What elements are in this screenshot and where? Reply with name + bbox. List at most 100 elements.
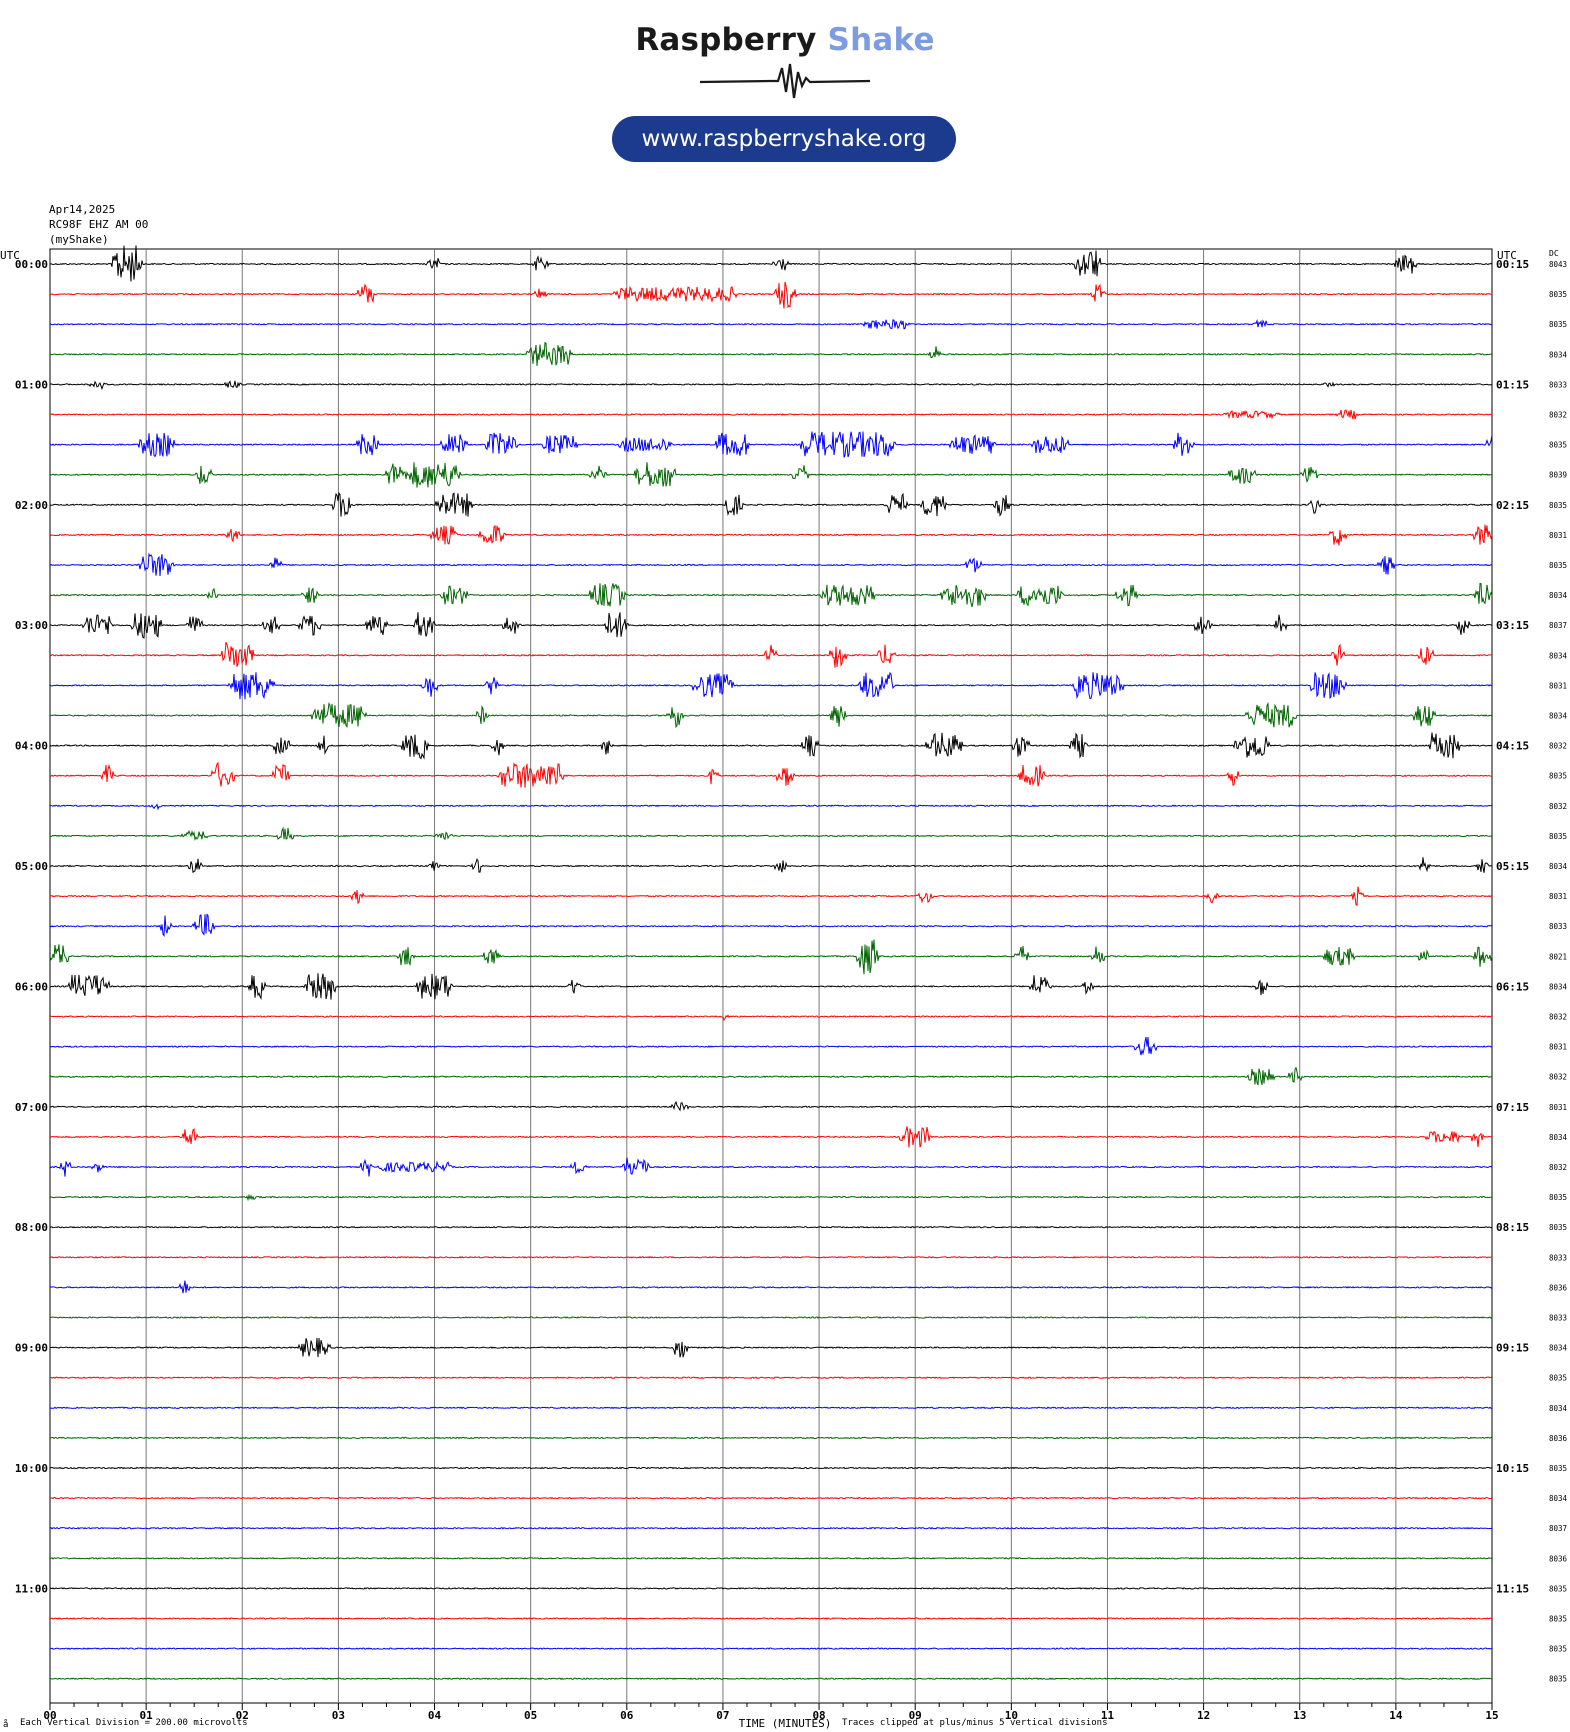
trace-row-29 (49, 1126, 1493, 1148)
x-tick-label: 00 (43, 1709, 56, 1722)
dc-value: 8034 (1549, 982, 1568, 991)
dc-value: 8034 (1549, 1344, 1568, 1353)
trace-row-27 (49, 1066, 1493, 1086)
hour-label-right: 10:15 (1496, 1462, 1529, 1475)
trace-row-40 (49, 1466, 1493, 1470)
trace-row-22 (49, 913, 1493, 937)
dc-value: 8034 (1549, 1133, 1568, 1142)
dc-value: 8035 (1549, 1193, 1567, 1202)
x-tick-label: 11 (1101, 1709, 1115, 1722)
trace-row-16 (49, 732, 1493, 760)
trace-row-25 (50, 1014, 1493, 1021)
hour-label-right: 02:15 (1496, 499, 1529, 512)
trace-row-5 (49, 409, 1493, 420)
dc-value: 8031 (1549, 1043, 1567, 1052)
dc-value: 8032 (1549, 411, 1567, 420)
seismic-wave-logo-icon (700, 63, 870, 99)
hour-label-right: 09:15 (1496, 1342, 1529, 1355)
brand-shake: Shake (827, 22, 935, 58)
dc-value: 8034 (1549, 1404, 1568, 1413)
trace-row-44 (49, 1587, 1493, 1590)
raspberry-shake-logo-title: Raspberry Shake (0, 22, 1570, 58)
trace-row-36 (49, 1337, 1493, 1358)
dc-value: 8032 (1549, 742, 1567, 751)
hour-label-right: 07:15 (1496, 1101, 1529, 1114)
trace-row-46 (49, 1647, 1493, 1650)
dc-value: 8031 (1549, 681, 1567, 690)
dc-value: 8032 (1549, 1163, 1567, 1172)
trace-row-18 (49, 803, 1493, 811)
dc-value: 8035 (1549, 832, 1567, 841)
trace-row-19 (49, 826, 1493, 841)
trace-row-34 (49, 1280, 1493, 1294)
hour-label-left: 10:00 (15, 1462, 48, 1475)
dc-value: 8035 (1549, 1615, 1567, 1624)
vertical-division-note: Each Vertical Division = 200.00 microvol… (20, 1718, 248, 1728)
hour-label-left: 03:00 (15, 619, 48, 632)
trace-row-12 (49, 612, 1493, 639)
trace-row-37 (49, 1376, 1493, 1380)
dc-value: 8036 (1549, 1554, 1568, 1563)
x-tick-label: 14 (1389, 1709, 1403, 1722)
x-tick-label: 13 (1293, 1709, 1306, 1722)
dc-value: 8033 (1549, 1314, 1567, 1323)
station-id: RC98F EHZ AM 00 (49, 218, 149, 231)
hour-label-left: 01:00 (15, 378, 48, 391)
trace-row-7 (49, 462, 1493, 488)
hour-label-left: 08:00 (15, 1221, 48, 1234)
x-tick-label: 03 (332, 1709, 345, 1722)
hour-label-right: 08:15 (1496, 1221, 1529, 1234)
hour-label-left: 00:00 (15, 258, 48, 271)
dc-value: 8033 (1549, 922, 1567, 931)
data-source: (myShake) (49, 233, 109, 246)
dc-value: 8032 (1549, 802, 1567, 811)
x-tick-label: 07 (716, 1709, 729, 1722)
dc-value: 8035 (1549, 441, 1567, 450)
dc-value: 8035 (1549, 561, 1567, 570)
x-tick-label: 06 (620, 1709, 634, 1722)
x-tick-label: 08 (812, 1709, 825, 1722)
dc-value: 8031 (1549, 1103, 1567, 1112)
hour-label-right: 04:15 (1496, 740, 1529, 753)
website-url-badge[interactable]: www.raspberryshake.org (612, 116, 956, 162)
trace-row-47 (49, 1677, 1493, 1681)
dc-value: 8034 (1549, 862, 1568, 871)
trace-row-31 (49, 1193, 1493, 1202)
dc-value: 8033 (1549, 1253, 1567, 1262)
hour-label-right: 11:15 (1496, 1582, 1529, 1595)
trace-row-43 (49, 1556, 1493, 1560)
dc-value: 8035 (1549, 1584, 1567, 1593)
trace-row-0 (49, 245, 1493, 282)
clip-note: Traces clipped at plus/minus 5 vertical … (842, 1718, 1108, 1728)
x-axis-label: TIME (MINUTES) (739, 1717, 832, 1730)
dc-value: 8035 (1549, 1374, 1567, 1383)
trace-row-32 (49, 1225, 1493, 1229)
dc-value: 8035 (1549, 320, 1567, 329)
trace-row-2 (49, 318, 1493, 330)
hour-label-left: 02:00 (15, 499, 48, 512)
x-tick-label: 10 (1005, 1709, 1018, 1722)
hour-label-right: 06:15 (1496, 980, 1529, 993)
dc-value: 8037 (1549, 1524, 1567, 1533)
dc-value: 8034 (1549, 712, 1568, 721)
dc-value: 8032 (1549, 1073, 1567, 1082)
dc-label: DC (1549, 249, 1559, 258)
brand-raspberry: Raspberry (635, 22, 817, 58)
hour-label-right: 03:15 (1496, 619, 1529, 632)
corner-mark: å (3, 1720, 9, 1730)
hour-label-left: 07:00 (15, 1101, 48, 1114)
x-tick-label: 05 (524, 1709, 537, 1722)
dc-value: 8034 (1549, 651, 1568, 660)
trace-row-23 (49, 939, 1493, 975)
plot-frame (49, 248, 1493, 1704)
trace-row-24 (49, 973, 1493, 1000)
hour-label-right: 01:15 (1496, 378, 1529, 391)
dc-value: 8035 (1549, 290, 1567, 299)
trace-row-3 (49, 341, 1493, 366)
dc-value: 8034 (1549, 1494, 1568, 1503)
dc-value: 8035 (1549, 1645, 1567, 1654)
plot-date: Apr14,2025 (49, 203, 116, 216)
trace-row-20 (49, 857, 1493, 874)
trace-row-21 (49, 886, 1493, 907)
trace-row-33 (49, 1255, 1493, 1259)
